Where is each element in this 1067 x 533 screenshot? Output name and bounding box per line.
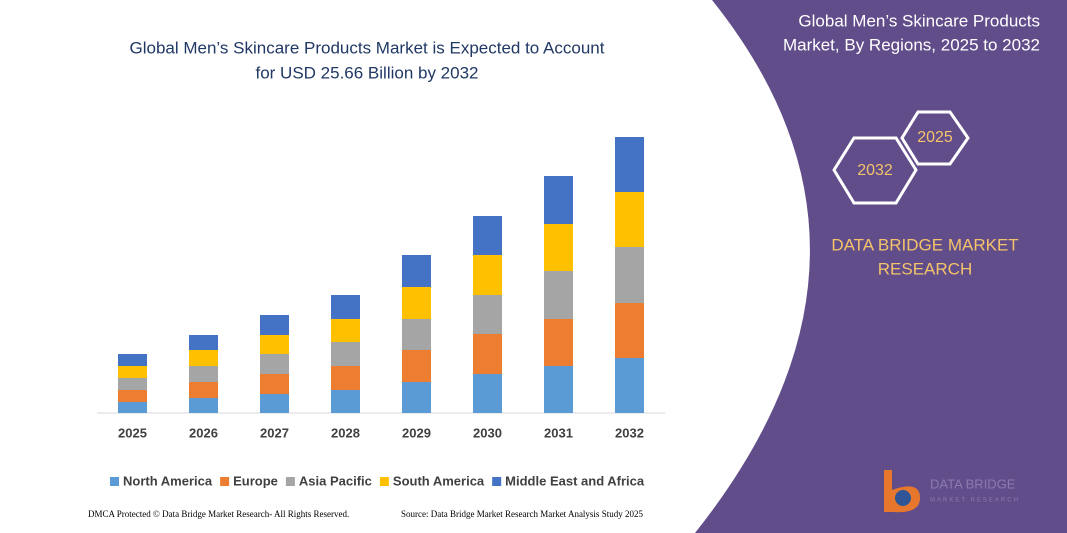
bar-segment <box>260 335 289 354</box>
bar-segment <box>331 366 360 390</box>
bar-segment <box>118 354 147 366</box>
bar-segment <box>615 137 644 192</box>
bar-segment <box>331 295 360 319</box>
bar-segment <box>331 342 360 366</box>
footer-right: Source: Data Bridge Market Research Mark… <box>401 509 643 519</box>
bar-segment <box>402 319 431 350</box>
bar-segment <box>544 271 573 319</box>
logo-tagline: MARKET RESEARCH <box>930 498 1020 504</box>
brand-text: DATA BRIDGE MARKET <box>831 235 1018 254</box>
bar-segment <box>473 374 502 413</box>
bar-segment <box>189 398 218 413</box>
x-tick-label: 2032 <box>615 425 644 440</box>
bar-segment <box>189 350 218 366</box>
bar-segment <box>331 319 360 342</box>
bar-segment <box>473 334 502 374</box>
footer-left: DMCA Protected © Data Bridge Market Rese… <box>88 509 349 519</box>
legend-swatch <box>220 477 230 486</box>
bar-segment <box>544 224 573 271</box>
legend-swatch <box>379 477 389 486</box>
x-tick-label: 2031 <box>544 425 573 440</box>
bar-segment <box>615 303 644 358</box>
bar-segment <box>260 315 289 335</box>
bar-segment <box>260 374 289 394</box>
logo-name: DATA BRIDGE <box>930 476 1016 491</box>
bar-segment <box>260 394 289 413</box>
bar-segment <box>260 354 289 374</box>
side-heading: Market, By Regions, 2025 to 2032 <box>783 35 1040 54</box>
legend-label: Asia Pacific <box>299 473 372 488</box>
legend-label: Europe <box>233 473 278 488</box>
bar-segment <box>473 216 502 255</box>
legend-label: Middle East and Africa <box>505 473 645 488</box>
logo: DATA BRIDGE MARKET RESEARCH <box>884 470 1020 513</box>
legend-swatch <box>285 477 295 486</box>
hexagon-label: 2032 <box>857 162 893 179</box>
bar-segment <box>615 247 644 303</box>
x-tick-label: 2028 <box>331 425 360 440</box>
bar-segment <box>473 255 502 295</box>
bar-segment <box>544 366 573 413</box>
side-heading: Global Men’s Skincare Products <box>798 11 1040 30</box>
bar-segment <box>118 378 147 390</box>
bar-segment <box>189 382 218 398</box>
bar-segment <box>118 390 147 402</box>
bar-segment <box>118 402 147 413</box>
bar-segment <box>331 390 360 413</box>
legend-swatch <box>492 477 502 486</box>
x-tick-label: 2030 <box>473 425 502 440</box>
legend-swatch <box>110 477 119 486</box>
bar-segment <box>473 295 502 334</box>
bar-segment <box>615 192 644 247</box>
bar-segment <box>544 176 573 224</box>
x-tick-label: 2029 <box>402 425 431 440</box>
logo-mark <box>895 490 911 506</box>
hexagon <box>832 136 918 205</box>
bar-segment <box>615 358 644 413</box>
x-tick-label: 2025 <box>118 425 147 440</box>
hexagon-label: 2025 <box>917 129 953 146</box>
chart-title: for USD 25.66 Billion by 2032 <box>255 63 478 82</box>
side-panel <box>695 0 1067 533</box>
brand-text: RESEARCH <box>878 259 972 278</box>
x-tick-label: 2026 <box>189 425 218 440</box>
legend-label: North America <box>123 473 213 488</box>
bar-segment <box>544 319 573 366</box>
legend-label: South America <box>393 473 485 488</box>
bar-segment <box>402 287 431 319</box>
bar-segment <box>402 255 431 287</box>
bar-segment <box>402 350 431 382</box>
hexagon <box>900 110 970 166</box>
bar-segment <box>189 335 218 350</box>
bar-segment <box>189 366 218 382</box>
bar-segment <box>118 366 147 378</box>
chart-title: Global Men’s Skincare Products Market is… <box>130 38 605 57</box>
x-tick-label: 2027 <box>260 425 289 440</box>
bar-segment <box>402 382 431 413</box>
